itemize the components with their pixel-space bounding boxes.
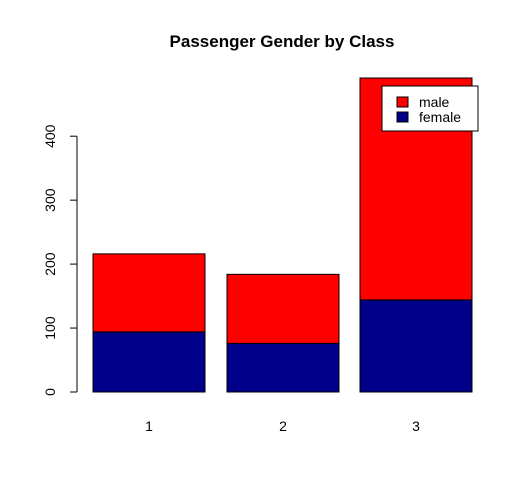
y-axis: 0 100 200 300 400	[42, 124, 78, 396]
legend-label-female: female	[419, 109, 461, 125]
bar-female-class-1	[92, 331, 206, 393]
legend-label-male: male	[419, 94, 450, 110]
x-tick-label: 3	[412, 418, 420, 434]
bar-male-class-1	[92, 253, 206, 333]
bar-female-class-3	[359, 299, 473, 393]
y-tick-label: 100	[42, 316, 58, 340]
x-tick-label: 1	[145, 418, 153, 434]
legend-box	[381, 85, 479, 132]
legend-swatch-female	[396, 111, 409, 123]
y-tick-label: 200	[42, 252, 58, 276]
y-tick-label: 0	[42, 388, 58, 396]
chart-title: Passenger Gender by Class	[170, 32, 395, 51]
x-axis-labels: 1 2 3	[145, 418, 420, 434]
y-tick-label: 300	[42, 188, 58, 212]
bar-male-class-2	[226, 273, 340, 344]
y-tick-label: 400	[42, 124, 58, 148]
bar-female-class-2	[226, 342, 340, 393]
x-tick-label: 2	[279, 418, 287, 434]
legend-swatch-male	[396, 96, 409, 108]
